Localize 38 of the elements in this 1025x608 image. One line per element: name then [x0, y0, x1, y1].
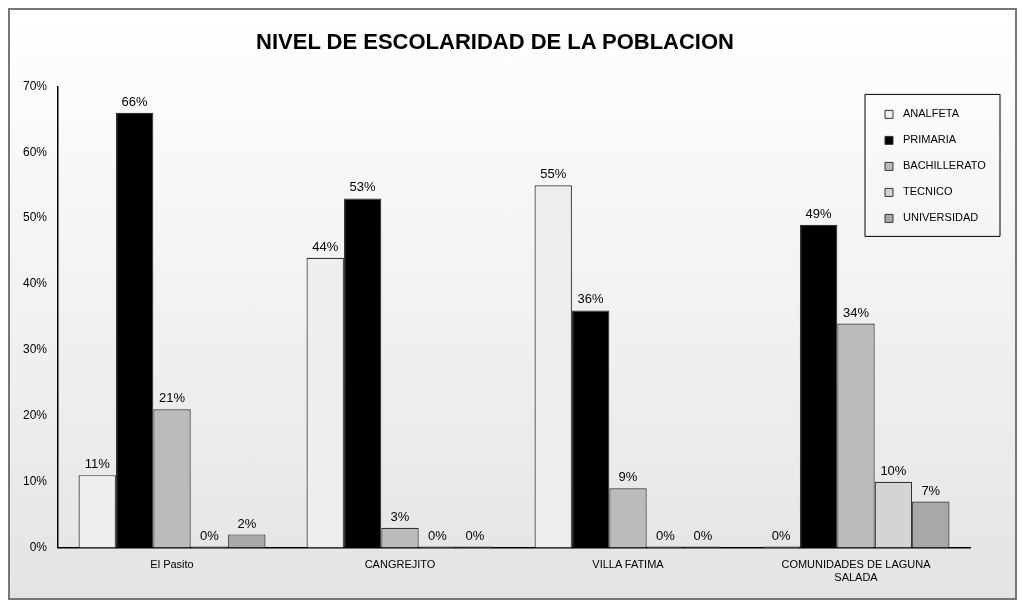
data-label: 3% [390, 508, 410, 524]
legend-label: UNIVERSIDAD [903, 211, 979, 224]
data-label: 2% [237, 515, 257, 531]
y-tick-label: 30% [22, 342, 48, 357]
data-label: 66% [121, 93, 149, 109]
data-label: 0% [656, 527, 676, 543]
y-tick-label: 50% [22, 210, 48, 225]
data-label: 9% [618, 469, 638, 485]
x-tick-label: CANGREJITO [364, 558, 436, 571]
data-label: 0% [465, 527, 485, 543]
data-label: 0% [428, 527, 448, 543]
data-label: 49% [805, 205, 833, 221]
data-label: 53% [349, 179, 377, 195]
data-label: 44% [312, 238, 339, 254]
chart-title: NIVEL DE ESCOLARIDAD DE LA POBLACION [256, 29, 734, 55]
x-tick-label: El Pasito [150, 558, 194, 571]
data-label: 7% [921, 482, 941, 498]
legend-label: PRIMARIA [903, 133, 957, 146]
data-label: 21% [159, 390, 186, 406]
data-label: 0% [200, 527, 220, 543]
y-tick-label: 10% [22, 474, 48, 489]
data-label: 0% [771, 527, 792, 543]
data-label: 10% [880, 462, 907, 478]
legend-label: ANALFETA [903, 107, 960, 120]
data-label: 34% [842, 304, 870, 320]
y-tick-label: 40% [22, 276, 48, 291]
y-tick-label: 0% [29, 539, 48, 554]
data-label: 55% [540, 166, 567, 182]
legend-label: BACHILLERATO [903, 159, 987, 172]
x-tick-label: VILLA FATIMA [592, 558, 665, 571]
legend-label: TECNICO [903, 185, 953, 198]
x-tick-label: COMUNIDADES DE LAGUNA SALADA [781, 558, 932, 584]
y-tick-label: 20% [22, 408, 48, 423]
y-tick-label: 70% [22, 78, 48, 93]
data-label: 11% [84, 456, 111, 472]
data-label: 36% [577, 291, 605, 307]
data-label: 0% [693, 527, 713, 543]
y-tick-label: 60% [22, 144, 48, 159]
